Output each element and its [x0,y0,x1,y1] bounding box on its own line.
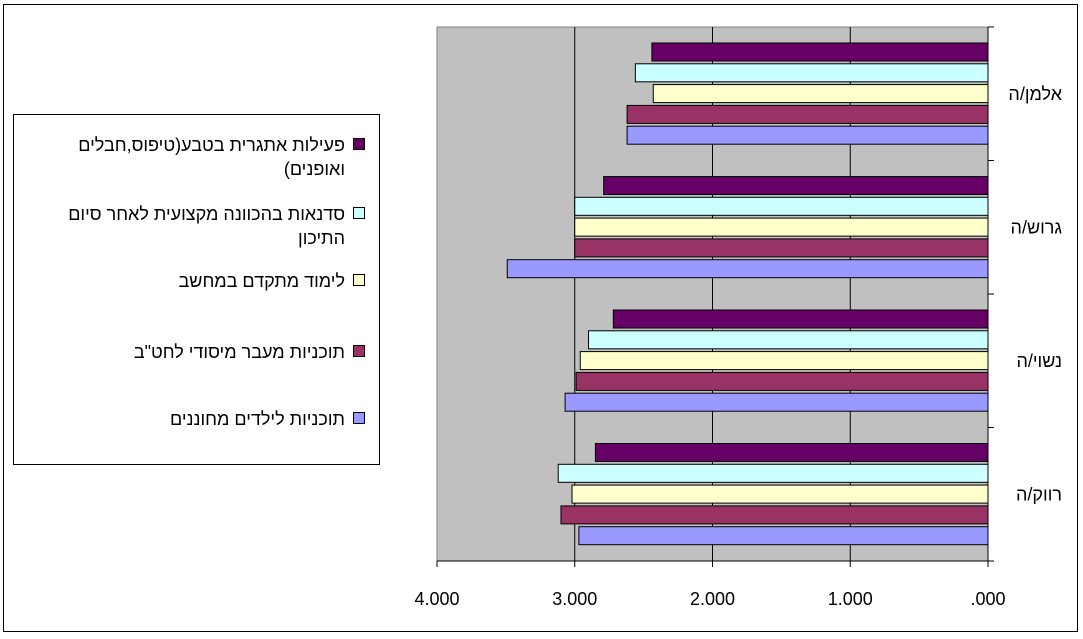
bar [626,125,989,145]
legend-item: סדנאות בהכוונה מקצועית לאחר סיום התיכון [25,202,365,250]
legend-item: לימוד מתקדם במחשב [25,269,365,293]
bar [560,505,989,525]
category-label: אלמן/ה [1008,84,1062,104]
bar [578,526,989,546]
x-tick-label: 2.000 [690,589,735,609]
category-labels: אלמן/ה גרוש/ה נשוי/ה רווק/ה [1008,84,1062,505]
x-tick-label: 4.000 [414,589,459,609]
category-label: רווק/ה [1016,484,1062,504]
bar [574,238,989,258]
bar [574,196,989,216]
bar [652,84,989,104]
legend: פעילות אתגרית בטבע(טיפוס,חבלים ואופנים) … [13,114,380,465]
bar [557,463,989,483]
legend-label: פעילות אתגרית בטבע(טיפוס,חבלים ואופנים) [78,135,345,179]
bar [634,63,989,83]
bar [588,330,989,350]
legend-item: פעילות אתגרית בטבע(טיפוס,חבלים ואופנים) [25,133,365,181]
bar [603,176,989,195]
legend-swatch [353,207,365,219]
bar [651,42,989,62]
x-tick-label: .000 [970,589,1005,609]
bar [574,217,989,237]
legend-label: לימוד מתקדם במחשב [178,271,345,291]
axes [437,26,994,562]
legend-item: תוכניות לילדים מחוננים [25,407,365,431]
legend-item: תוכניות מעבר מיסודי לחט"ב [25,340,365,364]
x-tick-label: 3.000 [552,589,597,609]
bars [506,42,989,546]
legend-label: תוכניות לילדים מחוננים [169,409,345,429]
category-label: גרוש/ה [1011,217,1063,237]
legend-swatch [353,138,365,150]
legend-label: סדנאות בהכוונה מקצועית לאחר סיום התיכון [68,204,345,248]
legend-label: תוכניות מעבר מיסודי לחט"ב [133,342,345,362]
bar [579,351,989,371]
bar [506,259,989,279]
x-tick-labels: 4.000 3.000 2.000 1.000 .000 [414,589,1005,609]
bar [564,392,989,412]
legend-swatch [353,412,365,424]
bar [571,484,989,504]
legend-swatch [353,345,365,357]
bar [594,443,989,462]
bar [626,104,989,124]
bar [612,309,989,329]
legend-swatch [353,274,365,286]
x-tick-label: 1.000 [828,589,873,609]
bar [575,371,989,391]
category-label: נשוי/ה [1016,351,1062,371]
